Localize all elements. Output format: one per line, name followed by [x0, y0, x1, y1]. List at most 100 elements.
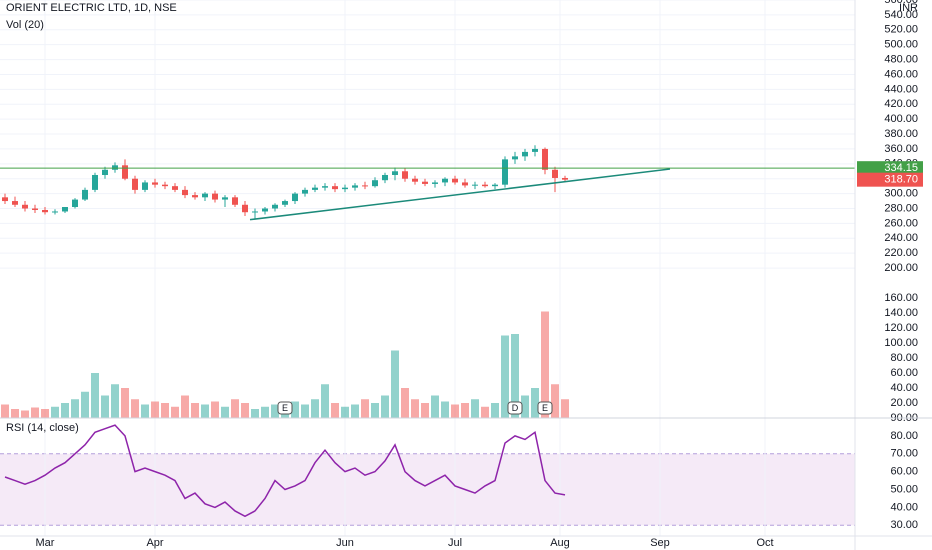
- candle-body: [402, 171, 408, 179]
- candle-body: [252, 211, 258, 213]
- candle-body: [352, 185, 358, 188]
- volume-bar: [341, 406, 349, 418]
- candle-body: [72, 199, 78, 208]
- volume-bar: [231, 399, 239, 418]
- candle-body: [302, 189, 308, 194]
- candle-body: [272, 204, 278, 209]
- volume-bar: [131, 399, 139, 418]
- volume-bar: [41, 409, 49, 418]
- volume-bar: [221, 406, 229, 418]
- event-label: E: [542, 403, 548, 413]
- y-tick-label: 20.00: [890, 397, 918, 409]
- volume-bar: [511, 334, 519, 418]
- candle-body: [12, 201, 18, 205]
- level-label: 334.15: [884, 162, 918, 174]
- volume-bar: [351, 404, 359, 418]
- y-tick-label: 30.00: [890, 519, 918, 531]
- volume-bar: [81, 391, 89, 418]
- candle-body: [192, 195, 198, 198]
- event-badge: [537, 401, 553, 415]
- event-badge: [507, 401, 523, 415]
- candle-body: [522, 151, 528, 157]
- event-label: E: [282, 403, 288, 413]
- candle-body: [392, 171, 398, 175]
- volume-bar: [441, 401, 449, 418]
- y-tick-label: 40.00: [890, 382, 918, 394]
- candle-body: [542, 148, 548, 170]
- x-tick-label: Aug: [550, 537, 570, 549]
- candle-body: [502, 159, 508, 185]
- level-tag: [857, 161, 923, 176]
- candle-body: [372, 180, 378, 187]
- candle-body: [32, 208, 38, 210]
- volume-bar: [321, 384, 329, 418]
- y-tick-label: 500.00: [884, 39, 918, 51]
- candle-body: [22, 204, 28, 209]
- candle-body: [202, 193, 208, 198]
- candle-body: [122, 165, 128, 179]
- volume-bar: [161, 403, 169, 418]
- volume-bar: [21, 410, 29, 418]
- y-tick-label: 460.00: [884, 68, 918, 80]
- chart-title: ORIENT ELECTRIC LTD, 1D, NSE: [6, 2, 177, 14]
- volume-bar: [71, 399, 79, 418]
- volume-bar: [421, 403, 429, 418]
- volume-bar: [521, 395, 529, 418]
- y-tick-label: 480.00: [884, 53, 918, 65]
- candle-body: [332, 186, 338, 190]
- candle-body: [292, 193, 298, 202]
- x-tick-label: Sep: [650, 537, 670, 549]
- candle-body: [82, 189, 88, 200]
- volume-bar: [491, 403, 499, 418]
- y-tick-label: 360.00: [884, 143, 918, 155]
- volume-bar: [181, 395, 189, 418]
- x-tick-label: Apr: [146, 537, 163, 549]
- y-tick-label: 520.00: [884, 24, 918, 36]
- volume-bar: [531, 388, 539, 418]
- y-tick-label: 260.00: [884, 217, 918, 229]
- volume-bar: [371, 403, 379, 418]
- candle-body: [422, 181, 428, 184]
- candle-body: [472, 184, 478, 186]
- volume-bar: [411, 399, 419, 418]
- y-tick-label: 400.00: [884, 113, 918, 125]
- event-label: D: [512, 403, 519, 413]
- volume-bar: [31, 407, 39, 418]
- x-tick-label: Mar: [36, 537, 55, 549]
- volume-bar: [451, 404, 459, 418]
- candle-body: [152, 182, 158, 185]
- volume-bar: [51, 406, 59, 418]
- y-tick-label: 80.00: [890, 352, 918, 364]
- volume-bar: [141, 404, 149, 418]
- candle-body: [262, 208, 268, 212]
- volume-bar: [461, 403, 469, 418]
- volume-bar: [61, 403, 69, 418]
- volume-bar: [311, 399, 319, 418]
- volume-bar: [271, 404, 279, 418]
- candle-body: [112, 165, 118, 170]
- y-tick-label: 540.00: [884, 9, 918, 21]
- candle-body: [412, 178, 418, 182]
- candle-body: [42, 209, 48, 213]
- y-tick-label: 60.00: [890, 466, 918, 478]
- event-badge: [277, 401, 293, 415]
- y-tick-label: 140.00: [884, 307, 918, 319]
- candle-body: [342, 187, 348, 190]
- volume-bar: [171, 406, 179, 418]
- candle-body: [132, 178, 138, 190]
- candle-body: [482, 184, 488, 187]
- candle-body: [452, 178, 458, 183]
- volume-bar: [401, 388, 409, 418]
- candle-body: [242, 204, 248, 213]
- y-tick-label: 70.00: [890, 448, 918, 460]
- volume-bar: [561, 399, 569, 418]
- candle-body: [492, 184, 498, 187]
- volume-bar: [1, 404, 9, 418]
- candle-body: [312, 187, 318, 190]
- x-tick-label: Jun: [336, 537, 354, 549]
- y-tick-label: 60.00: [890, 367, 918, 379]
- candle-body: [442, 178, 448, 183]
- y-tick-label: 220.00: [884, 247, 918, 259]
- x-tick-label: Jul: [448, 537, 462, 549]
- y-tick-label: 280.00: [884, 202, 918, 214]
